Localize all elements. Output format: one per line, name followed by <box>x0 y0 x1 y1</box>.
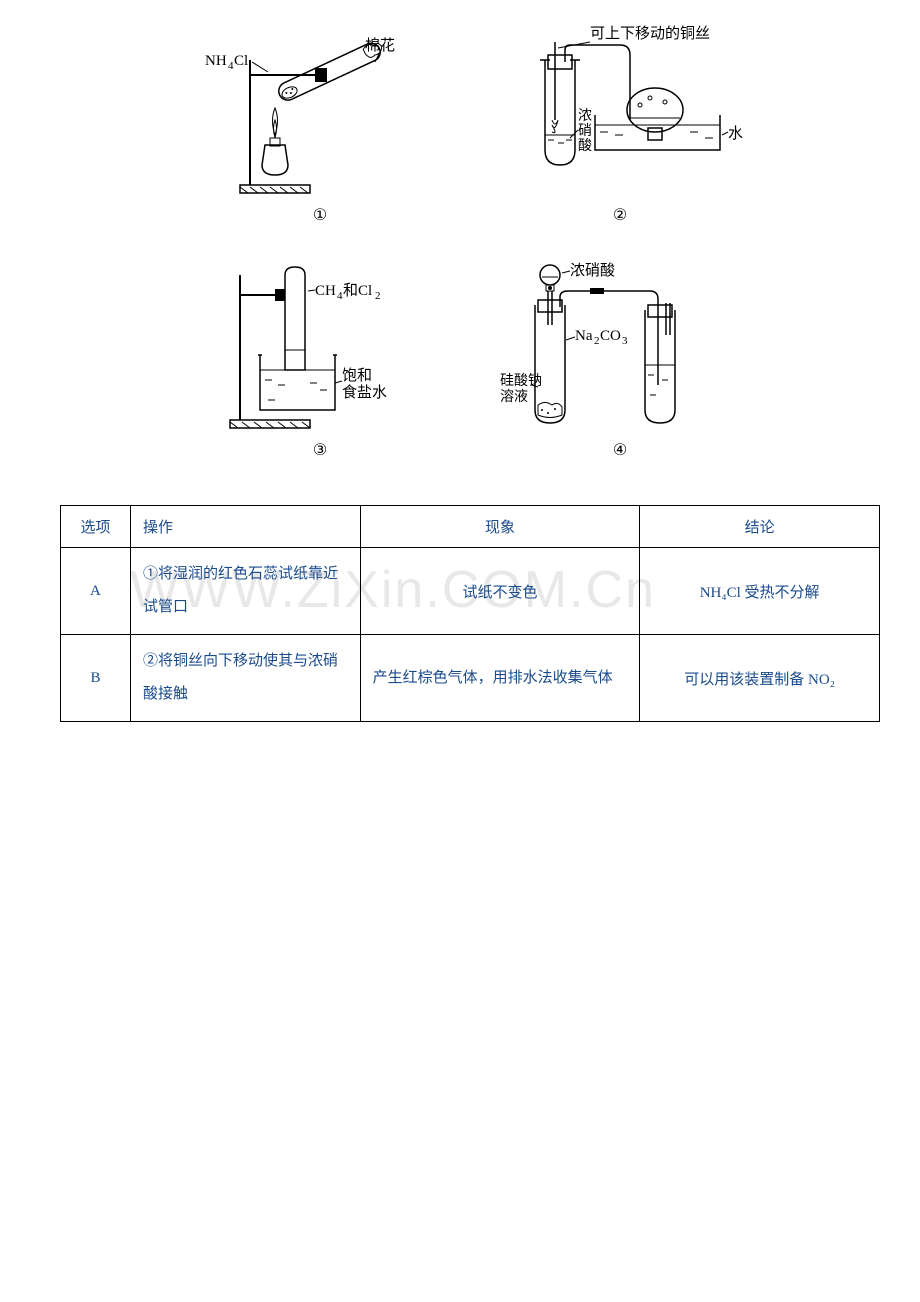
svg-text:溶液: 溶液 <box>500 389 528 405</box>
diagram-2-number: ② <box>613 205 627 225</box>
svg-text:2: 2 <box>594 335 600 347</box>
cell-conclusion-a: NH₄Cl 受热不分解 <box>640 548 880 635</box>
header-operation: 操作 <box>130 506 360 548</box>
cell-option-a: A <box>61 548 131 635</box>
svg-text:浓: 浓 <box>578 108 592 124</box>
diagram-row-2: CH 4 和Cl 2 饱和 食盐水 ③ <box>170 255 770 460</box>
diagram-2: 可上下移动的铜丝 <box>490 20 750 225</box>
svg-text:饱和: 饱和 <box>342 367 372 384</box>
diagram-1: NH 4 Cl 棉花 ① <box>190 20 450 225</box>
cell-option-b: B <box>61 635 131 722</box>
header-phenomenon: 现象 <box>360 506 640 548</box>
svg-text:Cl: Cl <box>234 53 248 69</box>
diagram-1-number: ① <box>313 205 327 225</box>
table-container: 选项 操作 现象 结论 A ①将湿润的红色石蕊试纸靠近试管口 试纸不变色 NH₄… <box>60 505 880 722</box>
svg-text:和Cl: 和Cl <box>343 282 372 299</box>
diagram-1-svg: NH 4 Cl 棉花 <box>190 20 450 200</box>
svg-text:CH: CH <box>315 283 336 299</box>
cell-phenomenon-a: 试纸不变色 <box>360 548 640 635</box>
header-option: 选项 <box>61 506 131 548</box>
diagrams-container: NH 4 Cl 棉花 ① 可上下移动的铜丝 <box>170 20 770 490</box>
table-header-row: 选项 操作 现象 结论 <box>61 506 880 548</box>
cell-conclusion-b: 可以用该装置制备 NO₂ <box>640 635 880 722</box>
cell-operation-a: ①将湿润的红色石蕊试纸靠近试管口 <box>130 548 360 635</box>
diagram-4-number: ④ <box>613 440 627 460</box>
svg-text:食盐水: 食盐水 <box>342 384 387 401</box>
table-row: A ①将湿润的红色石蕊试纸靠近试管口 试纸不变色 NH₄Cl 受热不分解 <box>61 548 880 635</box>
diagram-row-1: NH 4 Cl 棉花 ① 可上下移动的铜丝 <box>170 20 770 225</box>
svg-text:棉花: 棉花 <box>365 37 395 54</box>
diagram-3: CH 4 和Cl 2 饱和 食盐水 ③ <box>190 255 450 460</box>
svg-text:NH: NH <box>205 53 227 69</box>
diagram-4-svg: 浓硝酸 Na 2 CO 3 硅酸钠 溶液 <box>490 255 750 435</box>
header-conclusion: 结论 <box>640 506 880 548</box>
svg-text:2: 2 <box>375 290 381 302</box>
diagram-2-svg: 可上下移动的铜丝 <box>490 20 750 200</box>
diagram-3-number: ③ <box>313 440 327 460</box>
svg-text:可上下移动的铜丝: 可上下移动的铜丝 <box>590 25 710 42</box>
svg-text:3: 3 <box>622 335 628 347</box>
svg-text:浓硝酸: 浓硝酸 <box>570 262 615 279</box>
svg-text:Na: Na <box>575 328 593 344</box>
cell-operation-b: ②将铜丝向下移动使其与浓硝酸接触 <box>130 635 360 722</box>
svg-text:水: 水 <box>728 125 743 142</box>
cell-phenomenon-b: 产生红棕色气体，用排水法收集气体 <box>360 635 640 722</box>
svg-text:硝: 硝 <box>578 123 592 139</box>
svg-text:CO: CO <box>600 328 621 344</box>
svg-text:酸: 酸 <box>578 138 592 154</box>
table-row: B ②将铜丝向下移动使其与浓硝酸接触 产生红棕色气体，用排水法收集气体 可以用该… <box>61 635 880 722</box>
diagram-4: 浓硝酸 Na 2 CO 3 硅酸钠 溶液 ④ <box>490 255 750 460</box>
diagram-3-svg: CH 4 和Cl 2 饱和 食盐水 <box>190 255 450 435</box>
experiment-table: 选项 操作 现象 结论 A ①将湿润的红色石蕊试纸靠近试管口 试纸不变色 NH₄… <box>60 505 880 722</box>
